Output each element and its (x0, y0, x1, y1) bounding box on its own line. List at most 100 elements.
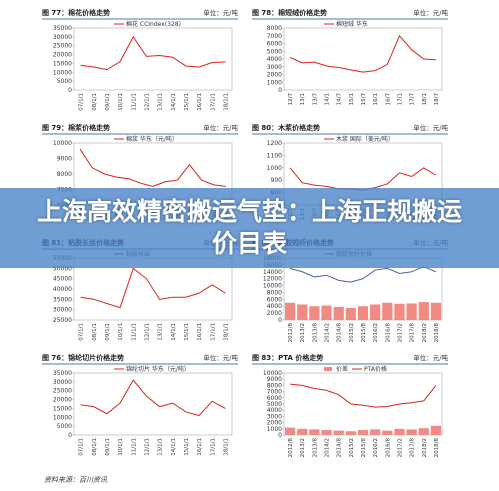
x-tick-label: 2012/8 (288, 438, 294, 458)
y-tick-label: 25000 (53, 317, 72, 324)
y-tick-label: 6000 (267, 41, 282, 48)
y-tick-label: 8000 (267, 25, 282, 32)
x-tick-label: 2016/2 (373, 323, 379, 342)
x-tick-label: 18/1/1 (223, 93, 229, 111)
y-tick-label: 35000 (53, 370, 72, 377)
x-tick-label: 2018/8 (434, 438, 440, 458)
x-tick-label: 2015/8 (361, 438, 367, 458)
y-tick-label: 5000 (57, 78, 72, 85)
x-tick-label: 2015/8 (361, 323, 367, 343)
y-tick-label: 25000 (53, 388, 72, 395)
x-tick-label: 13/1/1 (158, 93, 164, 111)
x-tick-label: 14/1 (325, 93, 331, 105)
bar (418, 302, 429, 320)
y-tick-label: 20000 (53, 397, 72, 404)
y-tick-label: 8000 (57, 171, 72, 178)
bar (370, 429, 381, 435)
panel-title: 图 76：锦纶切片价格走势 (42, 353, 124, 362)
legend-label: 锦纶切片 华东（元/吨） (126, 365, 190, 373)
line (289, 266, 437, 283)
legend-label: 价差 (336, 365, 348, 373)
y-tick-label: 3000 (267, 413, 282, 420)
y-tick-label: 10000 (53, 414, 72, 421)
y-tick-label: 1000 (267, 79, 282, 86)
y-tick-label: 2000 (267, 72, 282, 79)
x-tick-label: 2013/8 (312, 438, 318, 458)
bar (333, 430, 344, 435)
banner: 上海高效精密搬运气垫：上海正规搬运价目表 (0, 188, 499, 268)
y-tick-label: 35000 (53, 25, 72, 32)
panel-unit: 单位：元/吨 (413, 353, 448, 362)
legend-swatch (324, 367, 332, 371)
y-tick-label: 7000 (267, 389, 282, 396)
y-tick-label: 10000 (53, 69, 72, 76)
line (289, 167, 437, 191)
bar (394, 303, 405, 320)
y-tick-label: 12000 (263, 276, 282, 283)
y-tick-label: 0 (68, 432, 72, 439)
x-tick-label: 14/1/1 (171, 323, 177, 341)
x-tick-label: 18/1/1 (223, 323, 229, 341)
x-tick-label: 2014/2 (325, 323, 331, 342)
x-tick-label: 10/1/1 (118, 323, 124, 341)
x-tick-label: 2013/2 (300, 438, 306, 457)
x-tick-label: 2016/8 (385, 438, 391, 458)
x-tick-label: 10/1/1 (118, 93, 124, 111)
line (79, 148, 226, 187)
y-tick-label: 14000 (263, 269, 282, 276)
y-tick-label: 1100 (267, 152, 282, 159)
y-tick-label: 4000 (267, 407, 282, 414)
x-tick-label: 11/1/1 (131, 93, 137, 111)
x-tick-label: 07/1/1 (79, 438, 85, 456)
x-tick-label: 2017/8 (410, 323, 416, 343)
legend-label: 木浆 国际（美元/吨） (336, 135, 394, 143)
y-tick-label: 1000 (267, 165, 282, 172)
bar (284, 427, 296, 435)
bar (430, 302, 442, 320)
bar (382, 302, 393, 320)
bar (345, 431, 356, 435)
line (290, 383, 437, 408)
x-tick-label: 14/1/1 (171, 93, 177, 111)
x-tick-label: 15/1/1 (184, 438, 190, 456)
line (289, 34, 436, 73)
plot-frame (73, 372, 233, 436)
source: 资料来源：百川资讯 (44, 476, 108, 484)
y-tick-label: 15000 (53, 60, 72, 67)
y-tick-label: 4000 (267, 303, 282, 310)
x-tick-label: 17/1/1 (210, 323, 216, 341)
line (80, 267, 226, 309)
y-tick-label: 25000 (53, 43, 72, 50)
y-tick-label: 8000 (267, 382, 282, 389)
x-tick-label: 07/1/1 (79, 323, 85, 341)
x-tick-label: 14/1/1 (171, 438, 177, 456)
legend-label: 棉浆 华东（元/吨） (126, 135, 178, 143)
x-tick-label: 13/7 (312, 93, 318, 106)
line (80, 379, 226, 417)
plot-frame (73, 27, 233, 91)
x-tick-label: 17/7 (410, 93, 416, 106)
y-tick-label: 0 (278, 87, 282, 94)
x-tick-label: 2018/2 (422, 438, 428, 457)
x-tick-label: 09/1/1 (105, 438, 111, 456)
x-tick-label: 17/1/1 (210, 438, 216, 456)
x-tick-label: 11/1/1 (131, 323, 137, 341)
x-tick-label: 16/1 (373, 93, 379, 105)
bar (370, 304, 381, 320)
x-tick-label: 16/1/1 (197, 323, 203, 341)
x-tick-label: 12/1/1 (144, 93, 150, 111)
y-tick-label: 30000 (53, 34, 72, 41)
bar (345, 307, 356, 320)
y-tick-label: 4000 (267, 56, 282, 63)
y-tick-label: 2000 (267, 310, 282, 317)
x-tick-label: 2017/2 (397, 323, 403, 342)
plot-frame (283, 27, 443, 91)
y-tick-label: 6000 (267, 296, 282, 303)
x-tick-label: 13/1 (300, 93, 306, 105)
x-tick-label: 12/7 (288, 93, 294, 106)
banner-text: 上海高效精密搬运气垫：上海正规搬运价目表 (36, 197, 462, 258)
x-tick-label: 2014/2 (325, 438, 331, 457)
x-tick-label: 2017/8 (410, 438, 416, 458)
x-tick-label: 15/1/1 (184, 93, 190, 111)
bar (321, 430, 332, 435)
